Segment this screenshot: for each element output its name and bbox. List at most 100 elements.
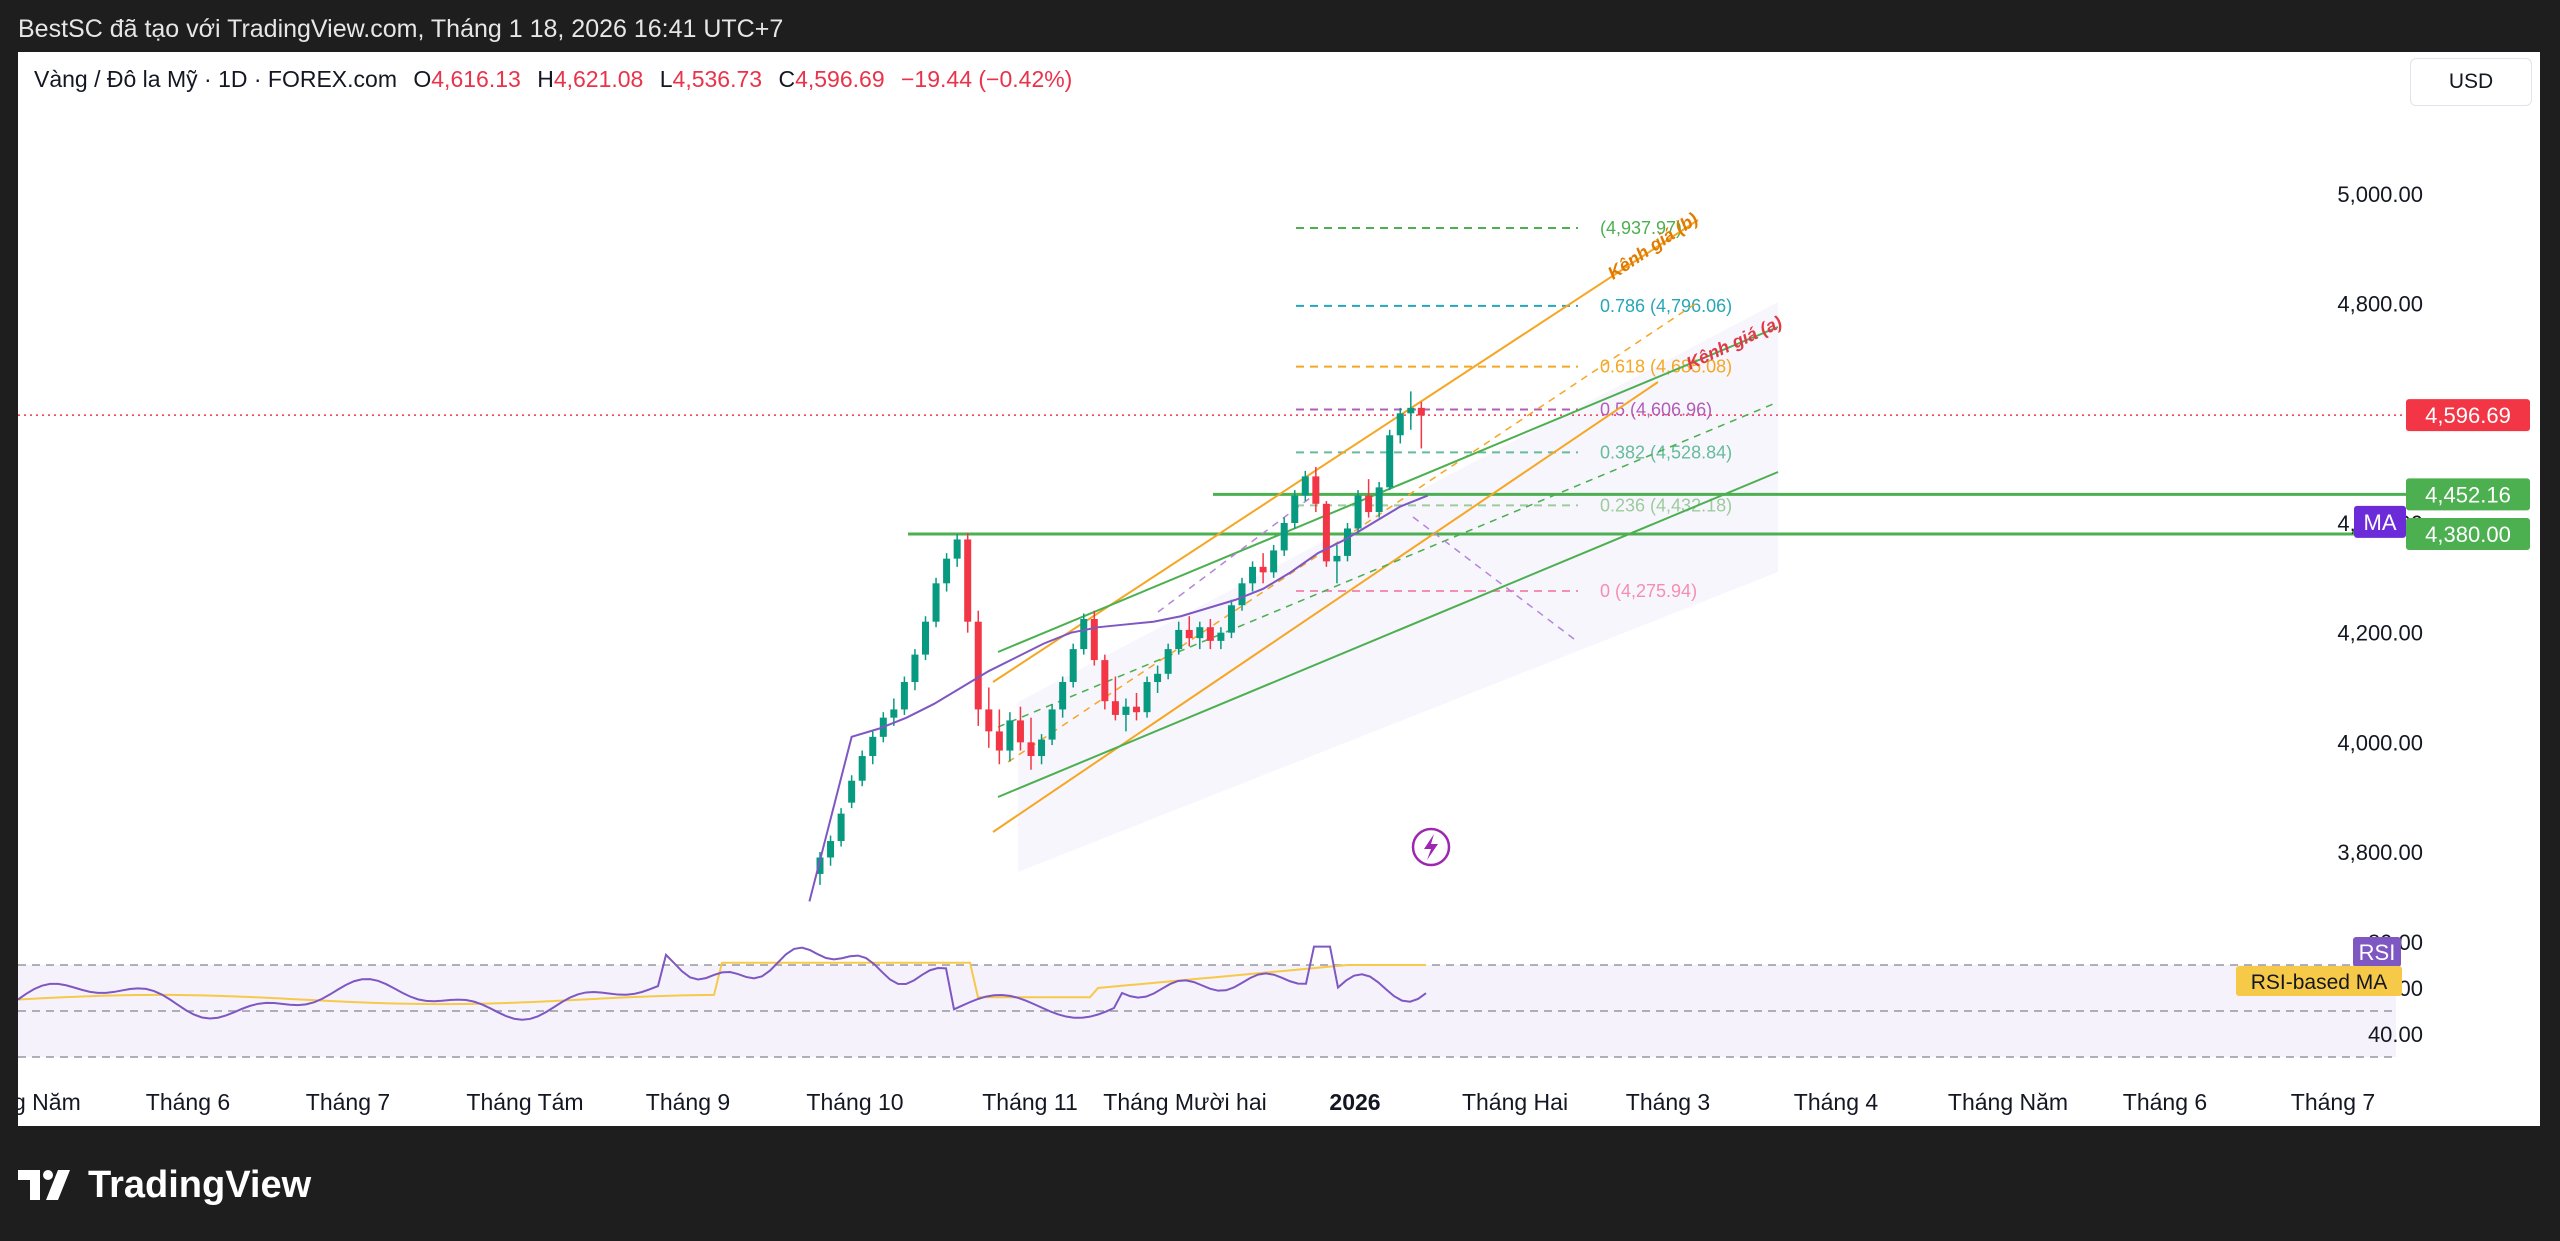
fib-trend-line [1412,516,1579,643]
candle-body [1069,649,1077,683]
candle-body [1396,413,1404,436]
time-tick-label: 2026 [1329,1089,1380,1115]
price-tick-label: 4,200.00 [2337,621,2423,646]
level-badge-4380: 4,380.00 [2425,522,2511,547]
price-tick-label: 4,800.00 [2337,292,2423,317]
chart-canvas[interactable]: (4,937.97) 0.786 (4,796.06) 0.618 (4,685.0… [18,52,2540,1126]
candle-body [1196,627,1204,639]
candle-body [1133,706,1140,713]
candle-body [1301,476,1309,496]
price-tick-label: 4,000.00 [2337,730,2423,755]
fib-label: 0.236 (4,432.18) [1600,495,1732,515]
candle-body [1016,720,1024,743]
candle-body [964,539,972,622]
time-tick-label: Tháng 6 [146,1089,230,1115]
time-tick-label: Tháng 9 [646,1089,730,1115]
price-tick-label: 5,000.00 [2337,182,2423,207]
candle-body [995,731,1003,751]
price-tick-label: 3,800.00 [2337,840,2423,865]
rsi-badge: RSI [2359,940,2396,965]
low-value: 4,536.73 [672,66,763,92]
candle-body [1006,720,1014,751]
candle-body [1027,742,1035,757]
candle-body [1291,495,1299,523]
candle-body [1090,618,1098,661]
level-badge-4452-bg [2406,478,2530,511]
chart-panel[interactable]: (4,937.97) 0.786 (4,796.06) 0.618 (4,685.0… [18,52,2540,1126]
candle-body [911,654,919,683]
candle-body [858,756,866,781]
fib-label: 0 (4,275.94) [1600,581,1697,601]
time-tick-label: Tháng Tám [466,1089,583,1115]
candle-body [1175,629,1183,650]
currency-button[interactable]: USD [2410,58,2532,106]
candle-body [985,709,993,732]
level-badge-4380-bg [2406,517,2530,550]
candle-body [1270,550,1278,573]
low-label: L [659,66,673,92]
channel-a-upper [997,326,1779,653]
time-tick-label: Tháng Năm [1948,1089,2068,1115]
rsi-ma-badge: RSI-based MA [2251,971,2388,994]
candle-body [1354,495,1362,529]
candle-body [1164,649,1172,674]
caption-bar: BestSC đã tạo với TradingView.com, Tháng… [0,0,2560,52]
fib-label: 0.5 (4,606.96) [1600,400,1712,420]
channel-b-mid [1007,301,1699,763]
candle-body [1280,523,1288,551]
level-badge-4452: 4,452.16 [2425,482,2511,507]
change-value: −19.44 (−0.42%) [901,66,1073,92]
candle-body [1386,435,1394,488]
time-tick-label: Tháng 7 [306,1089,390,1115]
candle-body [1206,627,1214,641]
candle-body [1143,682,1151,713]
tradingview-logo[interactable]: TradingView [18,1160,311,1210]
candle-body [827,841,835,858]
time-tick-label: Tháng 7 [2291,1089,2375,1115]
candle-body [974,621,982,710]
candle-body [922,621,929,655]
last-price-badge-bg [2406,399,2530,432]
candle-body [1038,739,1046,757]
time-tick-label: Tháng 10 [806,1089,903,1115]
time-tick-label: Tháng 4 [1794,1089,1879,1115]
rsi-tick-label: 40.00 [2368,1022,2423,1047]
channel-shade [1018,302,1778,872]
candle-body [1185,629,1193,639]
candle-body [1322,503,1330,562]
tradingview-logo-text: TradingView [88,1164,312,1206]
close-label: C [778,66,796,92]
fib-label: 0.786 (4,796.06) [1600,296,1732,316]
candle-body [900,682,908,710]
time-tick-label: Tháng 6 [2123,1089,2207,1115]
time-tick-label: Tháng 11 [982,1089,1077,1115]
candle-body [1059,682,1067,710]
rsi-badge-bg [2353,937,2401,967]
candle-body [837,813,845,842]
candle-body [953,539,961,559]
channel-a-mid [997,401,1779,728]
time-tick-label: Tháng 3 [1626,1089,1710,1115]
symbol-title[interactable]: Vàng / Đô la Mỹ · 1D · FOREX.com [34,66,397,92]
fib-label: 0.382 (4,528.84) [1600,442,1732,462]
candle-body [1249,566,1257,584]
candle-body [1217,632,1225,641]
candle-body [848,780,856,803]
last-price-badge: 4,596.69 [2425,403,2511,428]
candle-body [1154,673,1162,683]
close-value: 4,596.69 [795,66,885,92]
candle-body [1048,709,1056,740]
open-value: 4,616.13 [431,66,521,92]
time-tick-label: Tháng Mười hai [1103,1089,1266,1115]
rsi-ma-badge-bg [2236,966,2402,996]
candle-body [1365,495,1373,513]
candle-body [1111,701,1119,715]
tradingview-logo-icon [18,1170,70,1200]
candle-body [816,857,824,874]
time-tick-label: Tháng Hai [1462,1089,1568,1115]
candle-body [1333,555,1341,562]
ma-line [808,494,1429,902]
high-value: 4,621.08 [553,66,644,92]
rsi-ma-line [18,961,1426,1006]
candle-body [1344,528,1351,556]
